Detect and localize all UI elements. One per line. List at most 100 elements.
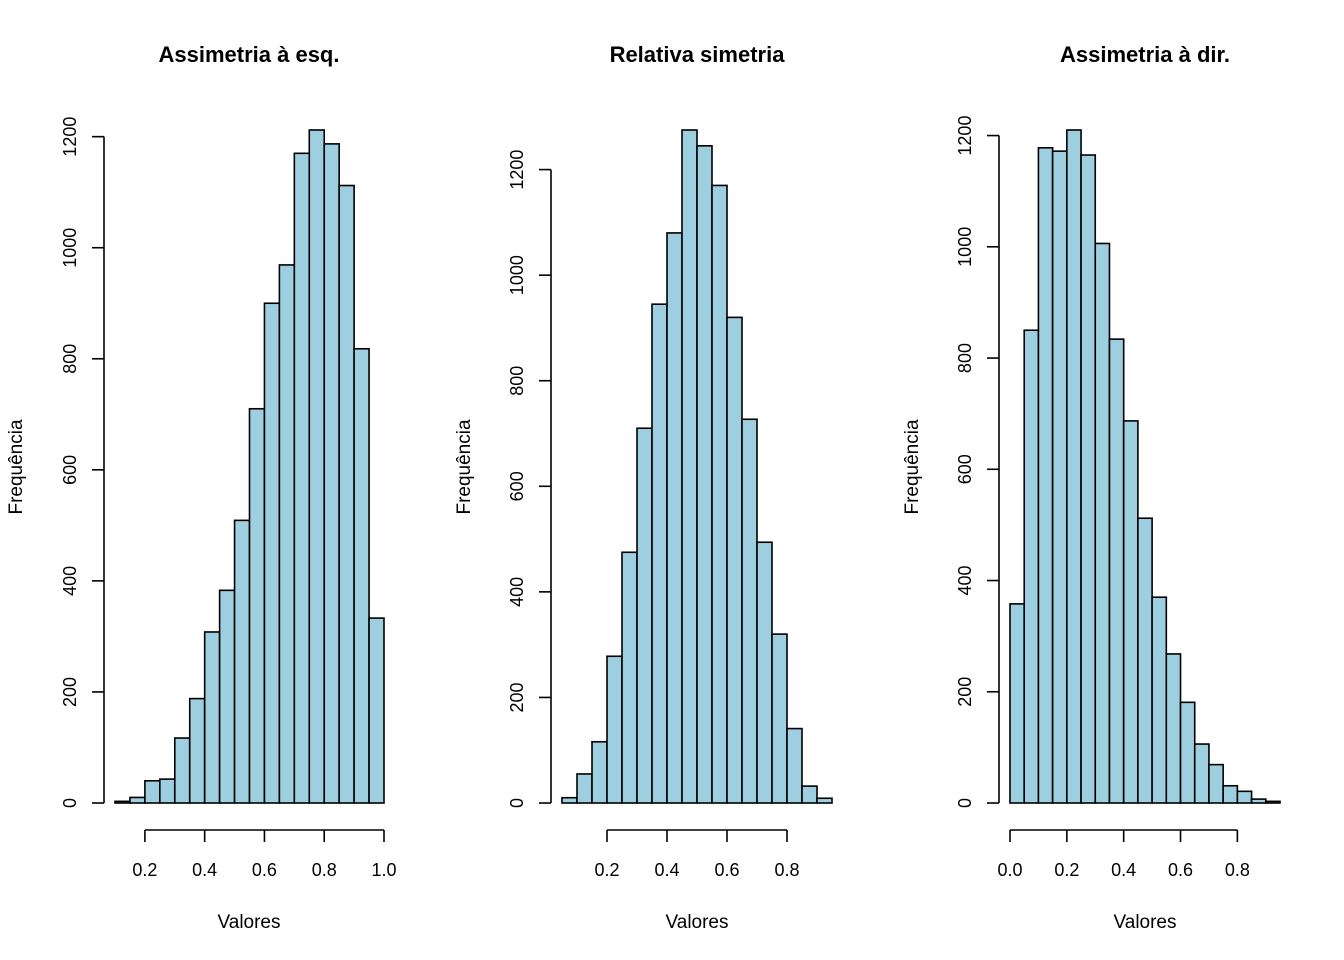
x-tick-label: 0.2 [132, 860, 157, 880]
histogram-bar [726, 316, 743, 804]
y-tick-label: 1200 [955, 116, 975, 156]
histogram-bar [1023, 329, 1040, 804]
x-axis-label: Valores [665, 912, 728, 933]
histogram-panel-1: Assimetria à esq. 0.2 0.4 0.6 0.8 1.0 0 200 400 6… [6, 42, 397, 933]
histogram-bar [771, 633, 788, 804]
histogram-bar [1222, 784, 1239, 804]
y-tick-label: 0 [955, 798, 975, 808]
histogram-panel-3: Assimetria à dir. 0.0 0.2 0.4 0.6 0.8 0 200 400 6… [902, 42, 1281, 933]
histogram-bar [696, 145, 713, 804]
histogram-bar [144, 779, 161, 804]
y-tick-label: 200 [955, 677, 975, 707]
histogram-bar [1122, 420, 1139, 804]
y-tick-label: 600 [955, 454, 975, 484]
histogram-bar [248, 407, 266, 804]
histogram-bar [233, 519, 251, 804]
histogram-bar [591, 740, 608, 804]
x-tick-label: 0.6 [252, 860, 277, 880]
y-tick-label: 0 [60, 798, 80, 808]
histogram-bar [681, 129, 698, 804]
y-tick-label: 800 [60, 344, 80, 374]
x-tick-label: 0.0 [997, 860, 1022, 880]
x-tick-label: 0.6 [714, 860, 739, 880]
histogram-bar [1165, 653, 1182, 804]
histogram-bar [1208, 763, 1224, 804]
histogram-bar [218, 589, 236, 804]
histogram-bar [711, 184, 728, 804]
x-tick-label: 1.0 [371, 860, 396, 880]
y-tick-label: 200 [60, 677, 80, 707]
histogram-bar [1094, 242, 1111, 804]
x-axis-label: Valores [1113, 912, 1176, 933]
histogram-bar [353, 347, 370, 804]
histogram-bar [636, 427, 653, 804]
histogram-bar [1193, 743, 1210, 804]
y-tick-label: 400 [955, 565, 975, 595]
y-tick-label: 400 [60, 566, 80, 596]
histogram-bar [1179, 701, 1196, 804]
histogram-bar [816, 797, 833, 804]
histogram-panel-2: Relativa simetria 0.2 0.4 0.6 0.8 0 200 400 600 8… [454, 42, 833, 933]
y-tick-label: 400 [507, 577, 527, 607]
histogram-bar [338, 184, 355, 804]
histogram-bar [1264, 800, 1281, 804]
histogram-bar [1137, 517, 1153, 804]
histogram-bar [278, 264, 296, 804]
histogram-bar [801, 785, 818, 804]
x-axis-label: Valores [217, 912, 280, 933]
histogram-bar [188, 697, 206, 804]
x-tick-label: 0.2 [594, 860, 619, 880]
histogram-bar [263, 302, 281, 804]
y-tick-label: 800 [507, 366, 527, 396]
x-tick-label: 0.6 [1168, 860, 1193, 880]
y-tick-label: 1000 [507, 255, 527, 295]
chart-title: Relativa simetria [610, 42, 786, 67]
y-axis-label: Frequência [454, 419, 475, 514]
x-tick-label: 0.8 [1225, 860, 1250, 880]
histogram-bar [159, 778, 176, 804]
histogram-bar [203, 631, 221, 804]
histogram-bar [368, 617, 385, 804]
histogram-bar [561, 796, 578, 804]
y-tick-label: 1200 [60, 117, 80, 157]
histogram-bar [756, 541, 773, 804]
histogram-bar [1009, 603, 1026, 804]
histogram-bar [1151, 596, 1168, 804]
y-tick-label: 1000 [60, 228, 80, 268]
y-axis-label: Frequência [6, 419, 27, 514]
histogram-bar [651, 303, 668, 804]
histogram-bar [1236, 790, 1253, 804]
histogram-bar [1108, 338, 1125, 804]
y-tick-label: 600 [507, 471, 527, 501]
y-tick-label: 1000 [955, 227, 975, 267]
x-tick-label: 0.4 [1111, 860, 1136, 880]
y-axis-label: Frequência [902, 419, 923, 514]
histogram-bar [129, 796, 146, 804]
histogram-bar [576, 773, 593, 804]
histogram-bar [666, 232, 683, 804]
x-tick-label: 0.8 [312, 860, 337, 880]
histogram-bar [621, 551, 638, 804]
y-tick-label: 600 [60, 455, 80, 485]
histogram-bar [1080, 154, 1097, 804]
chart-title: Assimetria à esq. [159, 42, 340, 67]
histogram-bar [1051, 150, 1068, 804]
histogram-bar [308, 129, 326, 804]
y-tick-label: 200 [507, 682, 527, 712]
x-tick-label: 0.8 [774, 860, 799, 880]
x-tick-label: 0.4 [654, 860, 679, 880]
y-tick-label: 0 [507, 798, 527, 808]
histogram-bar [114, 800, 131, 804]
histogram-bar [173, 737, 191, 804]
y-tick-label: 1200 [507, 150, 527, 190]
histogram-bar [1250, 798, 1267, 804]
x-tick-label: 0.4 [192, 860, 217, 880]
histogram-bar [786, 727, 803, 804]
x-tick-label: 0.2 [1054, 860, 1079, 880]
histogram-bar [1066, 129, 1082, 804]
y-tick-label: 800 [955, 343, 975, 373]
histogram-bar [741, 418, 758, 804]
histogram-bar [606, 655, 623, 804]
histogram-bar [1037, 146, 1054, 804]
